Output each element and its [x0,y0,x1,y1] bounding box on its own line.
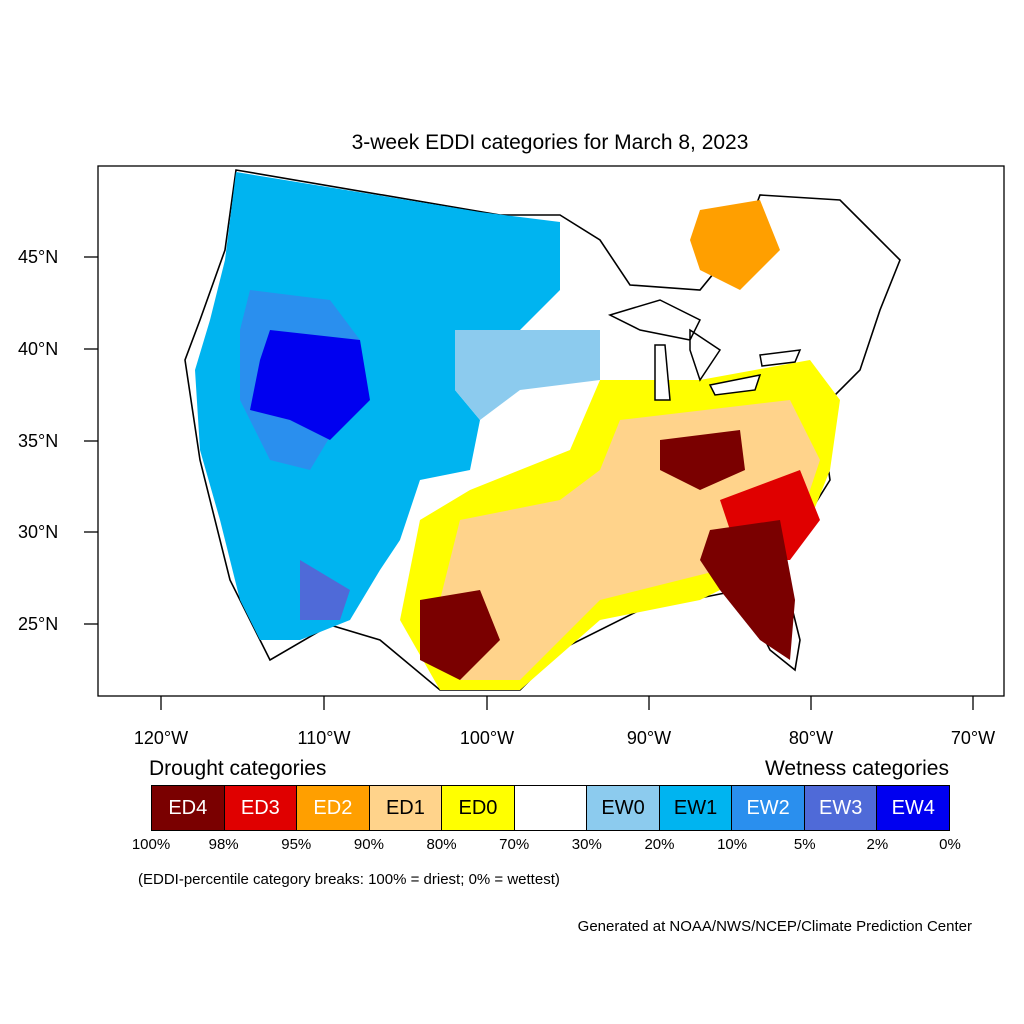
percentile-label: 95% [281,836,312,853]
lon-label-110w: 110°W [297,728,351,748]
percentile-label: 20% [644,836,675,853]
percentile-label: 98% [208,836,239,853]
legend-cell-normal [514,786,588,830]
percentile-label: 5% [793,836,816,853]
legend-cell-ew3: EW3 [804,786,878,830]
map-field [184,169,901,691]
great-lakes [607,299,802,401]
legend-cell-ew0: EW0 [587,786,660,830]
legend-note: (EDDI-percentile category breaks: 100% =… [138,871,560,888]
lon-label-70w: 70°W [950,728,996,748]
legend-cell-ed2: ED2 [297,786,370,830]
legend-cell-ed1: ED1 [369,786,443,830]
credit-line: Generated at NOAA/NWS/NCEP/Climate Predi… [577,918,972,935]
lat-label-25: 25°N [18,614,59,634]
eddi-map [84,165,1005,710]
lat-label-35: 35°N [18,431,59,451]
legend-cell-ew1: EW1 [659,786,733,830]
wet-region-ew4 [250,330,370,440]
dry-region-ed4-tennessee [660,430,745,490]
dry-region-ed2 [690,200,780,290]
percentile-label: 2% [866,836,889,853]
lon-ticks [160,696,974,710]
lat-ticks [84,256,98,625]
lat-label-40: 40°N [18,339,59,359]
legend-colorbar: ED4 ED3 ED2 ED1 ED0 EW0 EW1 EW2 EW3 EW4 [151,785,950,831]
percentile-label: 100% [131,836,171,853]
wet-region-lightblue [455,330,600,420]
lon-label-80w: 80°W [788,728,834,748]
percentile-label: 70% [499,836,530,853]
dry-region-ed4-texas [420,590,500,680]
lon-label-120w: 120°W [133,728,189,748]
wet-region-ew3 [300,560,350,620]
legend-cell-ed3: ED3 [224,786,298,830]
lat-label-45: 45°N [18,247,59,267]
dry-region-ed4-southeast [700,520,795,660]
legend-cell-ew2: EW2 [732,786,805,830]
percentile-label: 80% [426,836,457,853]
percentile-label: 30% [571,836,602,853]
map-title: 3-week EDDI categories for March 8, 2023 [351,131,749,154]
percentile-label: 90% [353,836,384,853]
lon-label-90w: 90°W [626,728,672,748]
wet-region-west [195,172,560,640]
wetness-heading: Wetness categories [764,757,949,780]
lon-label-100w: 100°W [459,728,515,748]
legend-cell-ew4: EW4 [877,786,950,830]
legend-cell-ed4: ED4 [152,786,225,830]
percentile-label: 10% [717,836,748,853]
percentile-label: 0% [939,836,961,853]
drought-heading: Drought categories [149,757,327,780]
lat-label-30: 30°N [18,522,59,542]
map-frame [97,165,1005,697]
legend-cell-ed0: ED0 [442,786,515,830]
